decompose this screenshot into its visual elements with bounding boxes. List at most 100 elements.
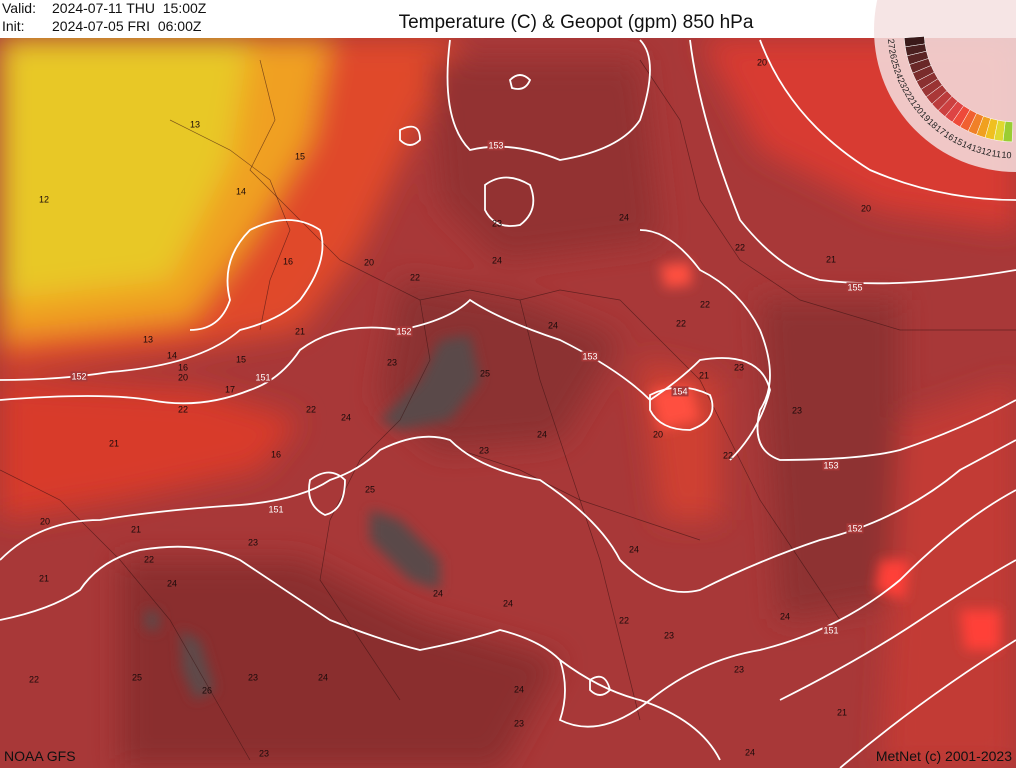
temperature-label: 21: [109, 438, 119, 448]
temperature-label: 24: [503, 598, 513, 608]
init-label: Init:: [2, 18, 25, 34]
temperature-label: 16: [283, 256, 293, 266]
temperature-label: 23: [492, 218, 502, 228]
scale-label: 25: [889, 58, 901, 70]
geopotential-label-bg: [254, 372, 272, 383]
temperature-label: 24: [514, 684, 524, 694]
geopotential-label: 154: [672, 386, 687, 396]
temperature-label: 20: [757, 57, 767, 67]
temperature-label: 22: [723, 450, 733, 460]
temperature-label: 12: [39, 194, 49, 204]
scale-label: 27: [886, 38, 897, 49]
temperature-label: 23: [734, 664, 744, 674]
scale-label: 15: [951, 134, 965, 148]
temperature-label: 24: [745, 747, 755, 757]
temperature-label: 22: [676, 318, 686, 328]
temperature-label: 24: [492, 255, 502, 265]
scale-label: 12: [980, 146, 992, 158]
temperature-label: 21: [837, 707, 847, 717]
temperature-label: 25: [480, 368, 490, 378]
map-title: Temperature (C) & Geopot (gpm) 850 hPa: [399, 12, 754, 33]
geopotential-label-bg: [671, 386, 689, 397]
temperature-label: 24: [548, 320, 558, 330]
geopotential-label: 153: [582, 351, 597, 361]
header-bar: [0, 0, 1016, 38]
valid-label: Valid:: [2, 0, 36, 16]
init-time: 2024-07-05 FRI 06:00Z: [52, 18, 202, 34]
temperature-label: 17: [225, 384, 235, 394]
geopotential-label-bg: [846, 523, 864, 534]
scale-label: 14: [960, 139, 973, 152]
geopotential-label: 152: [71, 371, 86, 381]
temperature-label: 20: [40, 516, 50, 526]
temperature-label: 24: [619, 212, 629, 222]
temperature-label: 21: [131, 524, 141, 534]
model-name: NOAA GFS: [4, 748, 76, 764]
temperature-label: 24: [433, 588, 443, 598]
geopotential-label-bg: [822, 460, 840, 471]
temperature-label: 20: [861, 203, 871, 213]
temperature-label: 21: [39, 573, 49, 583]
scale-label: 16: [942, 129, 956, 143]
scale-label: 13: [970, 143, 983, 156]
temperature-label: 22: [178, 404, 188, 414]
temperature-label: 15: [295, 151, 305, 161]
valid-time: 2024-07-11 THU 15:00Z: [52, 0, 207, 16]
temperature-label: 23: [792, 405, 802, 415]
temperature-label: 14: [236, 186, 246, 196]
scale-label: 11: [991, 148, 1002, 159]
scale-label: 19: [918, 109, 932, 123]
temperature-label: 20: [364, 257, 374, 267]
geopotential-label-bg: [395, 326, 413, 337]
temperature-label: 25: [132, 672, 142, 682]
scale-label: 26: [887, 48, 899, 60]
geopotential-label: 153: [823, 460, 838, 470]
temperature-label: 24: [629, 544, 639, 554]
temperature-label: 23: [259, 748, 269, 758]
temperature-label: 24: [318, 672, 328, 682]
geopotential-label-bg: [581, 351, 599, 362]
geopotential-label: 151: [823, 625, 838, 635]
temperature-label: 24: [780, 611, 790, 621]
geopotential-label-bg: [846, 282, 864, 293]
geopotential-label: 151: [268, 504, 283, 514]
temperature-label: 26: [202, 685, 212, 695]
temperature-label: 22: [619, 615, 629, 625]
scale-label: 24: [892, 67, 905, 80]
temperature-label: 21: [295, 326, 305, 336]
scale-label: 22: [900, 85, 914, 99]
temperature-label: 14: [167, 350, 177, 360]
geopotential-label: 152: [396, 326, 411, 336]
temperature-label: 20: [178, 372, 188, 382]
scale-label: 10: [1001, 150, 1012, 161]
temperature-label: 23: [248, 672, 258, 682]
temperature-label: 22: [144, 554, 154, 564]
map-field: [0, 38, 1016, 768]
geopotential-label-bg: [267, 504, 285, 515]
temperature-label: 16: [178, 362, 188, 372]
temperature-label: 22: [700, 299, 710, 309]
geopotential-contours: [0, 39, 1016, 768]
temperature-label: 24: [167, 578, 177, 588]
temperature-label: 23: [387, 357, 397, 367]
geopotential-label-bg: [487, 140, 505, 151]
geopotential-label-bg: [822, 625, 840, 636]
geopotential-label-bg: [70, 371, 88, 382]
temperature-label: 23: [514, 718, 524, 728]
scale-label: 18: [926, 117, 940, 131]
temperature-label: 23: [248, 537, 258, 547]
temperature-label: 13: [190, 119, 200, 129]
scale-label: 17: [934, 123, 948, 137]
temperature-label: 15: [236, 354, 246, 364]
geopotential-label: 153: [488, 140, 503, 150]
country-borders: [0, 59, 1016, 761]
geopotential-label: 155: [847, 282, 862, 292]
scale-label: 20: [912, 102, 926, 116]
temperature-label: 20: [653, 429, 663, 439]
credit: MetNet (c) 2001-2023: [876, 748, 1012, 764]
temperature-label: 25: [365, 484, 375, 494]
temperature-label: 22: [306, 404, 316, 414]
geopotential-label: 151: [255, 372, 270, 382]
temperature-label: 22: [29, 674, 39, 684]
